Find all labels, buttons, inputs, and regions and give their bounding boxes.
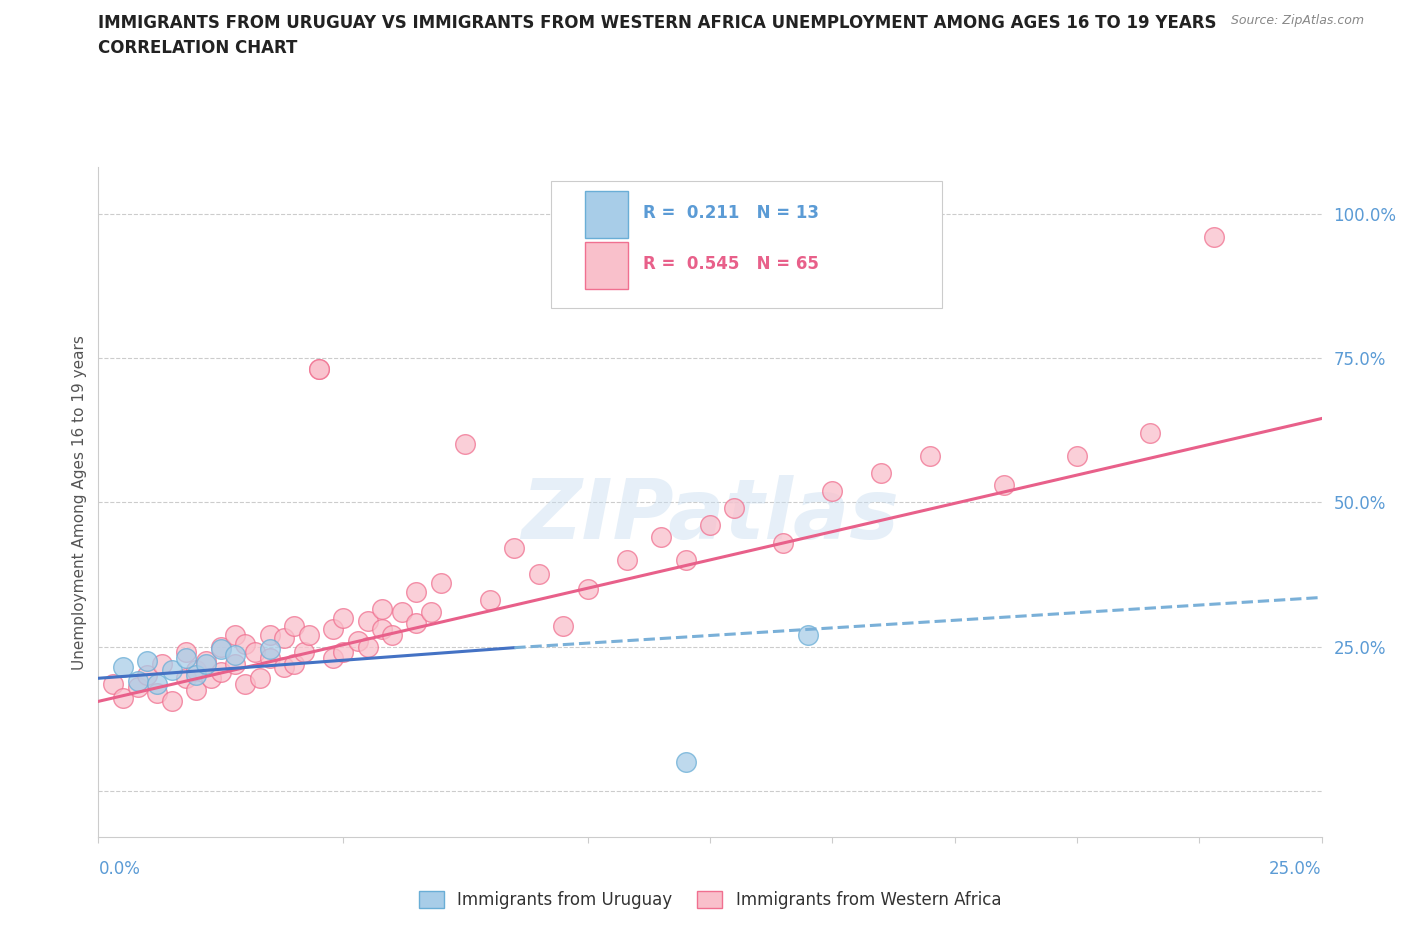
Text: 0.0%: 0.0% bbox=[98, 860, 141, 878]
Point bbox=[243, 644, 266, 659]
Point bbox=[772, 535, 794, 550]
Point bbox=[420, 604, 443, 619]
Point bbox=[209, 665, 232, 680]
Point bbox=[356, 639, 378, 654]
FancyBboxPatch shape bbox=[551, 180, 942, 308]
Point bbox=[259, 628, 281, 643]
Point bbox=[127, 673, 149, 688]
Point bbox=[233, 636, 256, 651]
Point bbox=[391, 604, 413, 619]
Point bbox=[675, 754, 697, 769]
Point bbox=[454, 437, 477, 452]
Point bbox=[675, 552, 697, 567]
Point bbox=[127, 680, 149, 695]
Point bbox=[176, 671, 198, 685]
Text: Source: ZipAtlas.com: Source: ZipAtlas.com bbox=[1230, 14, 1364, 27]
Point bbox=[993, 477, 1015, 492]
Point bbox=[478, 593, 501, 608]
Point bbox=[527, 567, 550, 582]
Point bbox=[576, 581, 599, 596]
Point bbox=[186, 662, 208, 677]
Point bbox=[332, 610, 354, 625]
Point bbox=[136, 654, 159, 669]
Text: R =  0.545   N = 65: R = 0.545 N = 65 bbox=[643, 256, 818, 273]
Point bbox=[283, 618, 305, 633]
Point bbox=[405, 584, 427, 599]
Point bbox=[1202, 229, 1225, 244]
Point bbox=[308, 362, 330, 377]
Point bbox=[186, 668, 208, 683]
Point bbox=[1139, 426, 1161, 441]
Point bbox=[209, 639, 232, 654]
FancyBboxPatch shape bbox=[585, 191, 628, 238]
Point bbox=[920, 448, 942, 463]
Point bbox=[209, 642, 232, 657]
Point bbox=[292, 644, 315, 659]
Point bbox=[176, 644, 198, 659]
Point bbox=[160, 662, 183, 677]
Text: CORRELATION CHART: CORRELATION CHART bbox=[98, 39, 298, 57]
Point bbox=[259, 651, 281, 666]
Point bbox=[553, 618, 575, 633]
Point bbox=[101, 677, 124, 692]
Point bbox=[195, 654, 218, 669]
Point bbox=[332, 644, 354, 659]
Point bbox=[616, 552, 638, 567]
Point bbox=[322, 651, 344, 666]
Point bbox=[160, 694, 183, 709]
Point bbox=[273, 631, 295, 645]
Point bbox=[797, 628, 820, 643]
Point bbox=[1066, 448, 1088, 463]
FancyBboxPatch shape bbox=[585, 243, 628, 289]
Point bbox=[503, 541, 526, 556]
Point bbox=[150, 657, 173, 671]
Point bbox=[224, 657, 246, 671]
Text: R =  0.211   N = 13: R = 0.211 N = 13 bbox=[643, 204, 818, 222]
Point bbox=[870, 466, 893, 481]
Point bbox=[283, 657, 305, 671]
Point bbox=[405, 616, 427, 631]
Point bbox=[111, 691, 134, 706]
Point bbox=[308, 362, 330, 377]
Text: 25.0%: 25.0% bbox=[1270, 860, 1322, 878]
Point bbox=[298, 628, 321, 643]
Point bbox=[146, 685, 169, 700]
Point bbox=[346, 633, 368, 648]
Text: IMMIGRANTS FROM URUGUAY VS IMMIGRANTS FROM WESTERN AFRICA UNEMPLOYMENT AMONG AGE: IMMIGRANTS FROM URUGUAY VS IMMIGRANTS FR… bbox=[98, 14, 1218, 32]
Point bbox=[176, 651, 198, 666]
Point bbox=[356, 613, 378, 628]
Legend: Immigrants from Uruguay, Immigrants from Western Africa: Immigrants from Uruguay, Immigrants from… bbox=[412, 884, 1008, 916]
Point bbox=[322, 622, 344, 637]
Point bbox=[200, 671, 222, 685]
Point bbox=[699, 518, 721, 533]
Point bbox=[146, 677, 169, 692]
Point bbox=[371, 602, 394, 617]
Point bbox=[821, 484, 844, 498]
Point bbox=[136, 668, 159, 683]
Point bbox=[224, 628, 246, 643]
Point bbox=[381, 628, 404, 643]
Point bbox=[111, 659, 134, 674]
Point bbox=[259, 642, 281, 657]
Point bbox=[650, 529, 672, 544]
Point bbox=[273, 659, 295, 674]
Point bbox=[233, 677, 256, 692]
Text: ZIPatlas: ZIPatlas bbox=[522, 475, 898, 556]
Point bbox=[430, 576, 453, 591]
Y-axis label: Unemployment Among Ages 16 to 19 years: Unemployment Among Ages 16 to 19 years bbox=[72, 335, 87, 670]
Point bbox=[723, 500, 745, 515]
Point bbox=[371, 622, 394, 637]
Point bbox=[186, 683, 208, 698]
Point bbox=[224, 647, 246, 662]
Point bbox=[195, 657, 218, 671]
Point bbox=[249, 671, 271, 685]
